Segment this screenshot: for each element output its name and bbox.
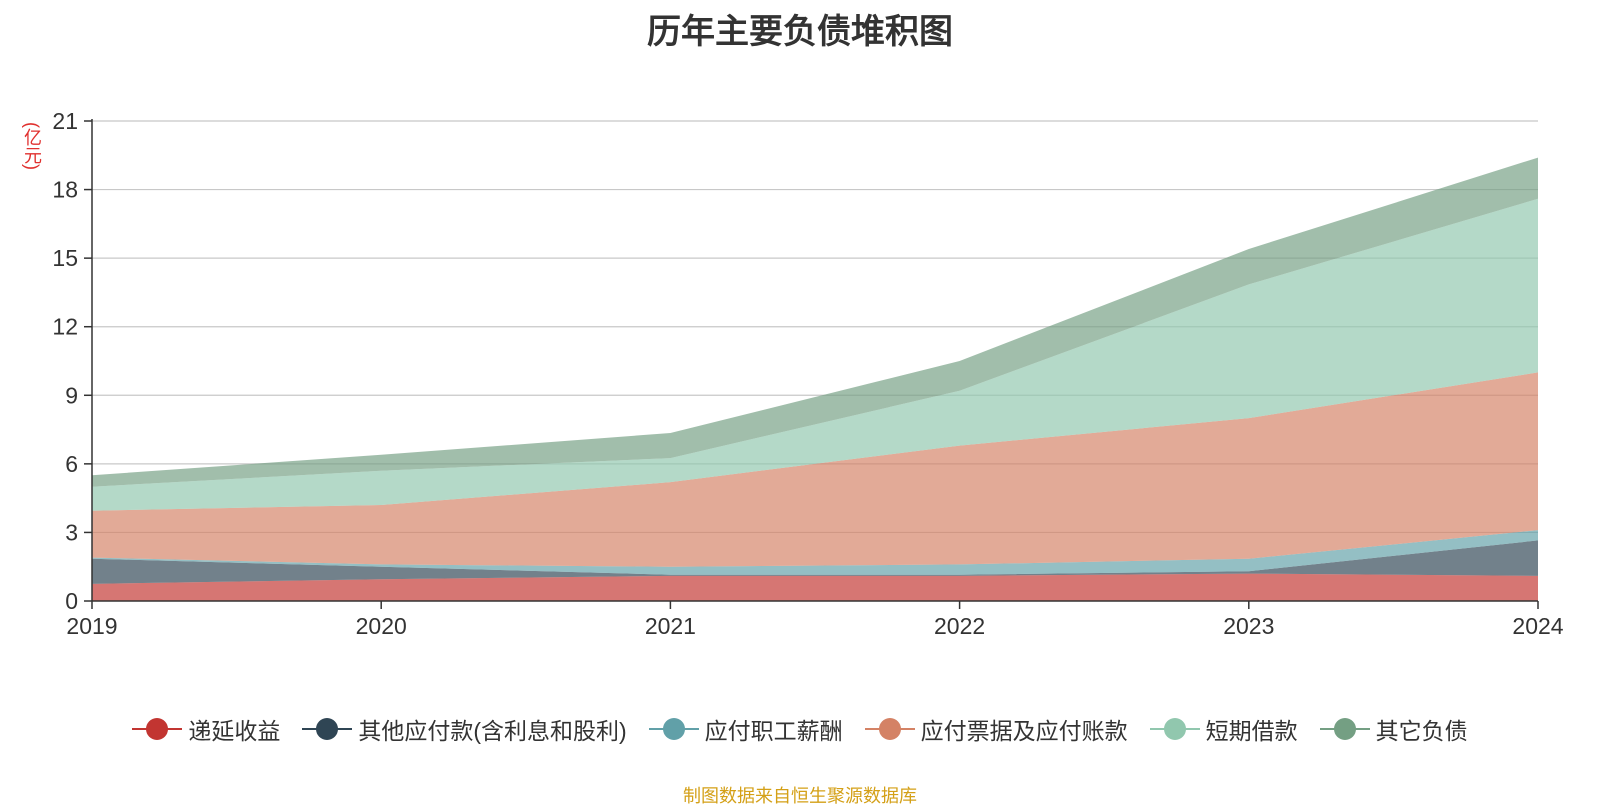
y-tick-label: 21 <box>52 108 78 134</box>
legend-marker-icon <box>132 717 183 741</box>
area-series-3 <box>92 530 1538 575</box>
area-series-4 <box>92 372 1538 567</box>
x-tick-label: 2022 <box>934 613 985 639</box>
area-series-5 <box>92 198 1538 511</box>
x-tick-label: 2021 <box>645 613 696 639</box>
legend-marker-icon <box>864 717 915 741</box>
area-series-6 <box>92 157 1538 487</box>
legend-item[interactable]: 短期借款 <box>1149 712 1298 746</box>
y-tick-label: 9 <box>65 382 78 408</box>
x-tick-label: 2019 <box>66 613 117 639</box>
legend-item[interactable]: 其他应付款(含利息和股利) <box>302 712 627 746</box>
legend-item[interactable]: 其它负债 <box>1319 712 1468 746</box>
legend: 递延收益 其他应付款(含利息和股利) 应付职工薪酬 应付票据及应付账款 短期借款 其它负债 <box>0 712 1600 746</box>
y-axis-unit-label: (亿元) <box>22 122 42 170</box>
x-tick-label: 2023 <box>1223 613 1274 639</box>
area-series <box>92 157 1538 601</box>
chart-title: 历年主要负债堆积图 <box>647 13 953 51</box>
legend-label: 其他应付款(含利息和股利) <box>358 718 627 744</box>
legend-marker-icon <box>1319 717 1370 741</box>
area-series-1 <box>92 573 1538 601</box>
legend-item[interactable]: 递延收益 <box>132 712 280 746</box>
legend-marker-icon <box>302 717 353 741</box>
tick-labels: 0 3 6 9 12 15 18 21 2019 2020 2021 2022 2023 2024 <box>52 108 1563 639</box>
y-tick-label: 0 <box>65 588 78 614</box>
legend-label: 应付职工薪酬 <box>704 718 843 744</box>
legend-label: 短期借款 <box>1205 718 1298 744</box>
area-series-2 <box>92 540 1538 584</box>
legend-marker-icon <box>1149 717 1200 741</box>
y-tick-label: 18 <box>52 177 78 203</box>
axes <box>84 119 1539 609</box>
legend-label: 递延收益 <box>188 718 281 744</box>
source-note: 制图数据来自恒生聚源数据库 <box>683 786 917 806</box>
y-tick-label: 3 <box>65 519 78 545</box>
legend-label: 其它负债 <box>1375 718 1468 744</box>
legend-marker-icon <box>648 717 699 741</box>
legend-label: 应付票据及应付账款 <box>920 718 1128 744</box>
y-tick-label: 12 <box>52 314 78 340</box>
legend-item[interactable]: 应付职工薪酬 <box>648 712 843 746</box>
y-tick-label: 15 <box>52 245 78 271</box>
x-tick-label: 2024 <box>1512 613 1563 639</box>
y-tick-label: 6 <box>65 451 78 477</box>
x-tick-label: 2020 <box>356 613 407 639</box>
legend-item[interactable]: 应付票据及应付账款 <box>864 712 1128 746</box>
